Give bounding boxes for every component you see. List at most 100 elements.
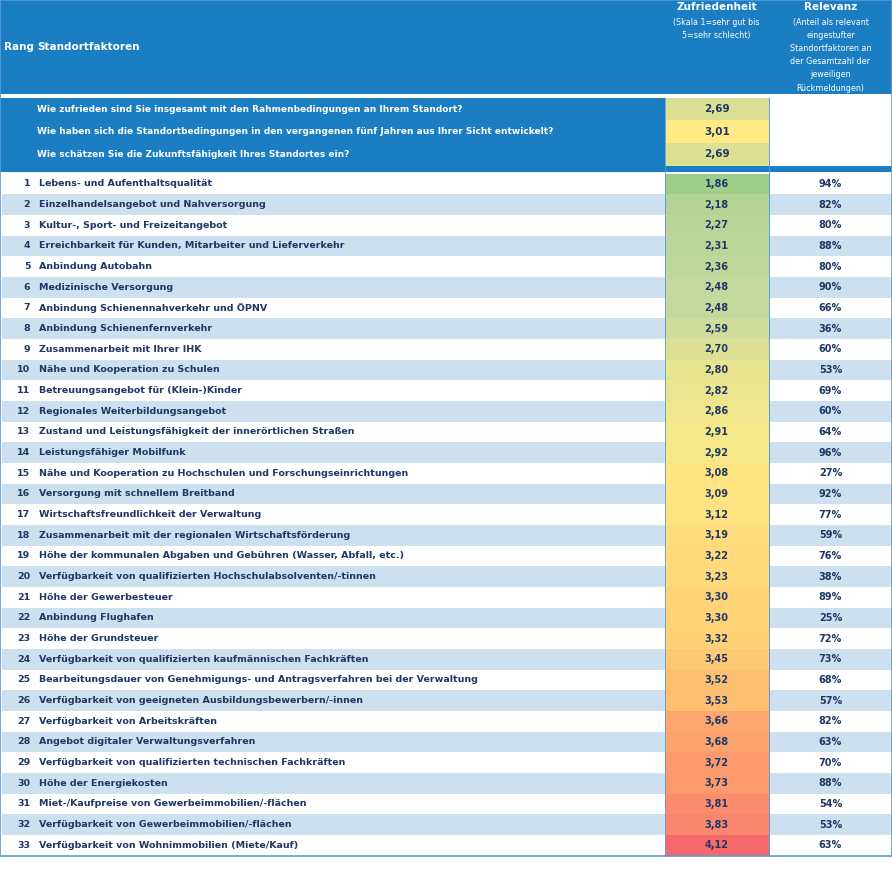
Text: 3,45: 3,45: [705, 654, 729, 664]
Text: Anbindung Schienenfernverkehr: Anbindung Schienenfernverkehr: [39, 324, 212, 333]
Bar: [769, 318, 892, 339]
Text: Nähe und Kooperation zu Hochschulen und Forschungseinrichtungen: Nähe und Kooperation zu Hochschulen und …: [39, 468, 409, 478]
Bar: [665, 380, 769, 401]
Bar: [2, 794, 34, 814]
Text: Verfügbarkeit von qualifizierten Hochschulabsolventen/-tinnen: Verfügbarkeit von qualifizierten Hochsch…: [39, 572, 376, 581]
Text: 80%: 80%: [819, 221, 842, 230]
Text: 82%: 82%: [819, 716, 842, 726]
Bar: [2, 504, 34, 525]
Bar: [34, 525, 665, 546]
Bar: [665, 670, 769, 691]
Text: 76%: 76%: [819, 551, 842, 561]
Bar: [34, 835, 665, 855]
Bar: [769, 732, 892, 753]
Bar: [665, 215, 769, 235]
Bar: [2, 608, 34, 628]
Text: 69%: 69%: [819, 385, 842, 396]
Text: Höhe der Grundsteuer: Höhe der Grundsteuer: [39, 634, 159, 643]
Bar: [34, 794, 665, 814]
Bar: [665, 525, 769, 546]
Text: 88%: 88%: [819, 778, 842, 788]
Text: 8: 8: [23, 324, 30, 333]
Text: 7: 7: [24, 303, 30, 312]
Text: 3,53: 3,53: [705, 696, 729, 705]
Text: 5: 5: [24, 262, 30, 271]
Text: Verfügbarkeit von qualifizierten kaufmännischen Fachkräften: Verfügbarkeit von qualifizierten kaufmän…: [39, 655, 368, 664]
Text: 4,12: 4,12: [705, 841, 729, 850]
Text: 1,86: 1,86: [705, 179, 729, 189]
Text: Anbindung Autobahn: Anbindung Autobahn: [39, 262, 153, 271]
Bar: [769, 174, 892, 194]
Text: 2,70: 2,70: [705, 344, 729, 354]
Text: 27: 27: [17, 717, 30, 726]
Text: 2,31: 2,31: [705, 241, 729, 251]
Text: 3: 3: [24, 221, 30, 229]
Bar: [34, 504, 665, 525]
Bar: [665, 339, 769, 359]
Bar: [665, 359, 769, 380]
Bar: [665, 277, 769, 297]
Bar: [769, 421, 892, 442]
Bar: [0, 120, 665, 143]
Bar: [665, 421, 769, 442]
Bar: [34, 691, 665, 711]
Text: 27%: 27%: [819, 468, 842, 478]
Text: 19: 19: [17, 551, 30, 561]
Text: 3,12: 3,12: [705, 509, 729, 520]
Text: Wie haben sich die Standortbedingungen in den vergangenen fünf Jahren aus Ihrer : Wie haben sich die Standortbedingungen i…: [37, 127, 554, 136]
Bar: [769, 753, 892, 773]
Text: Standortfaktoren: Standortfaktoren: [37, 42, 140, 52]
Text: 3,32: 3,32: [705, 634, 729, 644]
Text: 1: 1: [24, 180, 30, 188]
Bar: [769, 297, 892, 318]
Text: Leistungsfähiger Mobilfunk: Leistungsfähiger Mobilfunk: [39, 448, 186, 457]
Text: 4: 4: [24, 242, 30, 250]
Bar: [2, 649, 34, 670]
Text: 60%: 60%: [819, 406, 842, 416]
Text: (Skala 1=sehr gut bis: (Skala 1=sehr gut bis: [673, 18, 760, 27]
Bar: [0, 143, 665, 166]
Bar: [665, 463, 769, 484]
Text: Standortfaktoren an: Standortfaktoren an: [789, 44, 871, 53]
Text: 28: 28: [17, 738, 30, 746]
Bar: [769, 463, 892, 484]
Text: 38%: 38%: [819, 571, 842, 582]
Text: Erreichbarkeit für Kunden, Mitarbeiter und Lieferverkehr: Erreichbarkeit für Kunden, Mitarbeiter u…: [39, 242, 344, 250]
Text: Anbindung Schienennahverkehr und ÖPNV: Anbindung Schienennahverkehr und ÖPNV: [39, 303, 268, 313]
Bar: [34, 277, 665, 297]
Bar: [665, 235, 769, 256]
Text: 30: 30: [17, 779, 30, 787]
Text: 15: 15: [17, 468, 30, 478]
Text: 59%: 59%: [819, 530, 842, 540]
Text: 57%: 57%: [819, 696, 842, 705]
Bar: [769, 442, 892, 463]
Text: 63%: 63%: [819, 841, 842, 850]
Text: Versorgung mit schnellem Breitband: Versorgung mit schnellem Breitband: [39, 489, 235, 499]
Bar: [665, 835, 769, 855]
Text: 94%: 94%: [819, 179, 842, 189]
Text: 3,52: 3,52: [705, 675, 729, 685]
Text: 77%: 77%: [819, 509, 842, 520]
Bar: [2, 566, 34, 587]
Text: Zusammenarbeit mit der regionalen Wirtschaftsförderung: Zusammenarbeit mit der regionalen Wirtsc…: [39, 531, 351, 540]
Bar: [2, 442, 34, 463]
Text: 2,86: 2,86: [705, 406, 729, 416]
Bar: [769, 143, 892, 166]
Text: der Gesamtzahl der: der Gesamtzahl der: [790, 58, 871, 66]
Text: 3,68: 3,68: [705, 737, 729, 746]
Bar: [34, 814, 665, 835]
Text: 2,36: 2,36: [705, 262, 729, 271]
Text: 2,48: 2,48: [705, 283, 729, 292]
Bar: [769, 566, 892, 587]
Text: 3,83: 3,83: [705, 820, 729, 829]
Bar: [665, 143, 769, 166]
Bar: [34, 732, 665, 753]
Bar: [665, 256, 769, 277]
Bar: [665, 732, 769, 753]
Bar: [2, 670, 34, 691]
Text: 10: 10: [17, 365, 30, 374]
Bar: [769, 194, 892, 215]
Bar: [0, 0, 892, 94]
Text: 68%: 68%: [819, 675, 842, 685]
Text: 3,09: 3,09: [705, 489, 729, 499]
